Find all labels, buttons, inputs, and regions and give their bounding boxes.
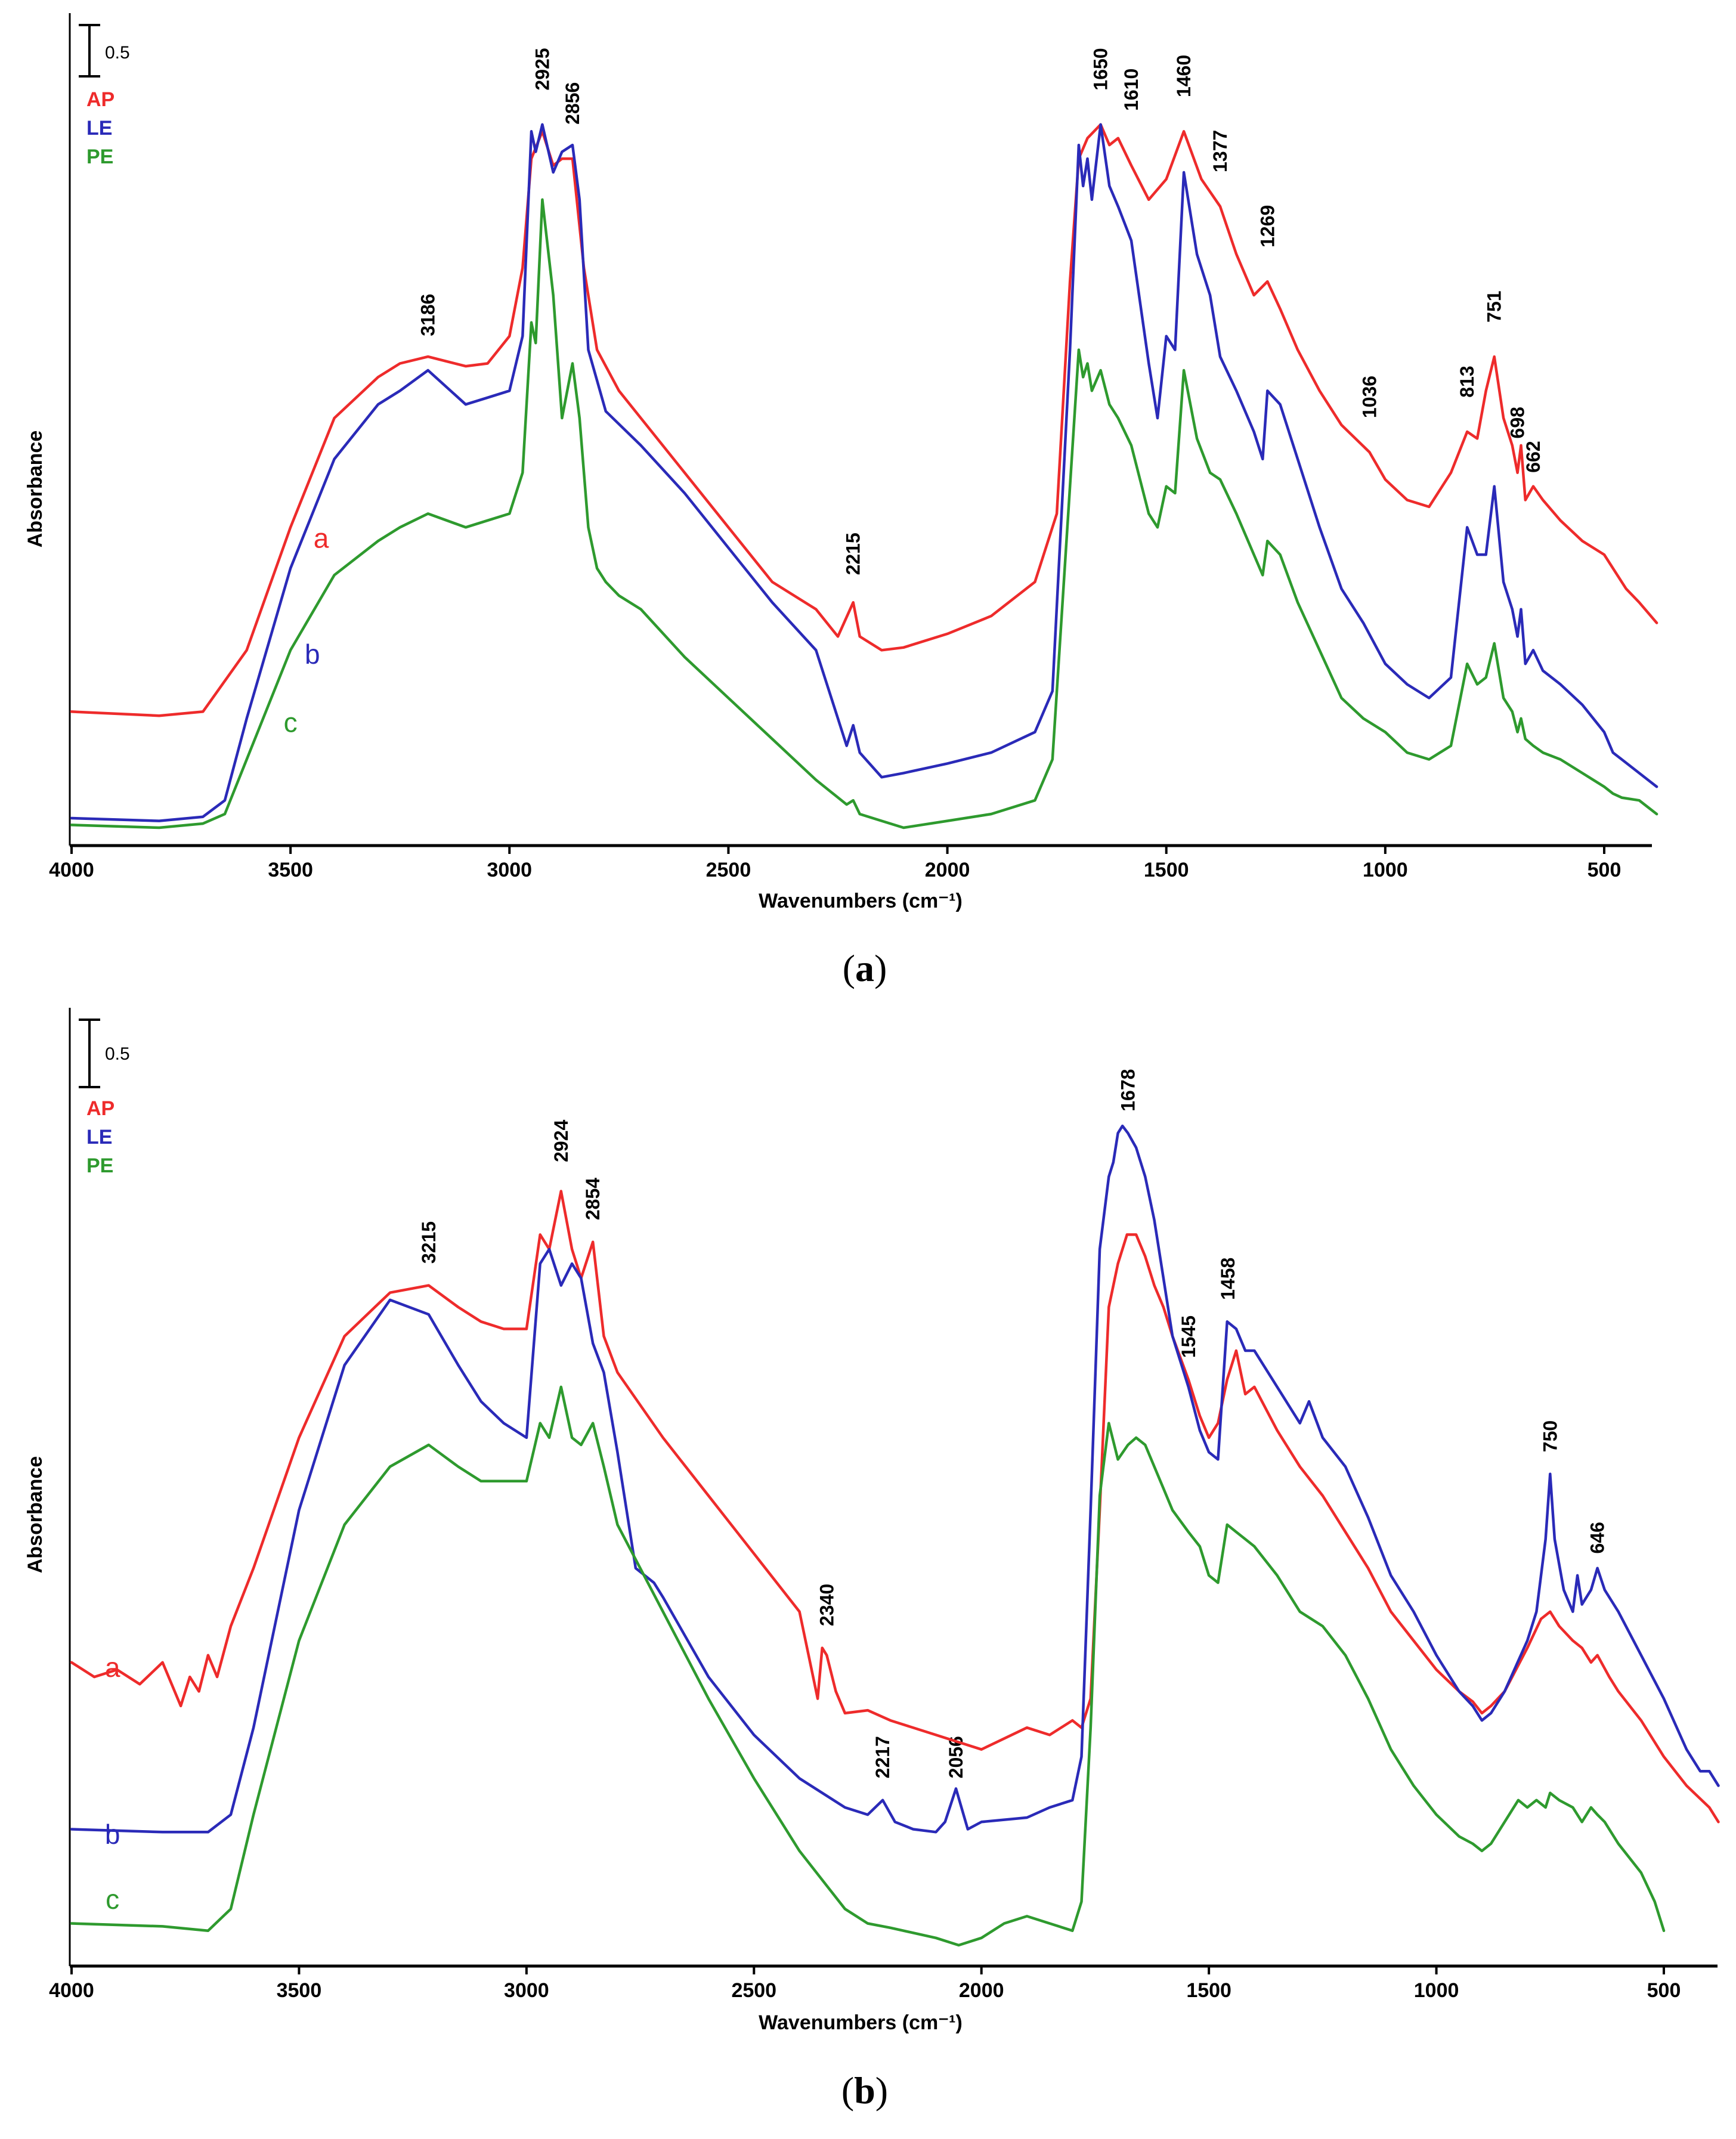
- x-tick-label-3500: 3500: [277, 1979, 322, 2002]
- y-axis-title: Absorbance: [24, 1456, 47, 1574]
- x-tick-label-500: 500: [1588, 859, 1621, 881]
- peak-label-1610: 1610: [1121, 69, 1142, 111]
- peak-labels: 3186 2925 2856 2215 1650 1610 1460 1377 1269 1036…: [417, 48, 1544, 575]
- series-line-ap: [70, 123, 1658, 717]
- peak-label-2925: 2925: [531, 48, 553, 90]
- curve-label-a: a: [105, 1652, 120, 1683]
- x-tick-label-1500: 1500: [1186, 1979, 1231, 2002]
- scale-bar: 0.5: [79, 24, 130, 78]
- x-ticks: 4000 3500 3000 2500 2000 1500 1000 500: [49, 1966, 1681, 2002]
- y-axis-title: Absorbance: [24, 431, 47, 548]
- curve-label-c: c: [284, 707, 298, 738]
- scale-bar: 0.5: [79, 1019, 130, 1088]
- x-axis-title: Wavenumbers (cm⁻¹): [759, 2011, 963, 2034]
- x-tick-label-1500: 1500: [1144, 859, 1189, 881]
- plot-frame: [69, 1008, 1718, 1968]
- peak-label-698: 698: [1507, 407, 1528, 438]
- x-tick-label-1000: 1000: [1363, 859, 1408, 881]
- x-ticks: 4000 3500 3000 2500 2000 1500 1000 500: [49, 846, 1621, 881]
- peak-label-813: 813: [1456, 366, 1478, 397]
- x-tick-label-2000: 2000: [959, 1979, 1004, 2002]
- peak-label-1460: 1460: [1173, 55, 1195, 97]
- curve-label-a: a: [314, 523, 329, 554]
- legend-item-ap: AP: [86, 1097, 115, 1120]
- peak-label-662: 662: [1523, 441, 1544, 472]
- legend-item-le: LE: [86, 1126, 112, 1149]
- x-tick-label-4000: 4000: [49, 859, 94, 881]
- peak-label-2340: 2340: [816, 1584, 837, 1626]
- legend-item-le: LE: [86, 117, 112, 140]
- peak-label-1377: 1377: [1209, 130, 1231, 172]
- x-tick-label-3000: 3000: [487, 859, 532, 881]
- panel-caption-letter: b: [854, 2069, 875, 2112]
- x-tick-label-1000: 1000: [1414, 1979, 1459, 2002]
- scale-bar-label: 0.5: [105, 43, 130, 63]
- legend: AP LE PE: [86, 1097, 115, 1177]
- series-layer: [70, 1124, 1720, 1947]
- series-line-le: [70, 1124, 1720, 1834]
- x-tick-label-3500: 3500: [268, 859, 313, 881]
- curve-label-c: c: [106, 1884, 119, 1915]
- plot-frame: [69, 13, 1652, 847]
- peak-label-2854: 2854: [582, 1178, 604, 1220]
- legend: AP LE PE: [86, 88, 115, 168]
- peak-label-3186: 3186: [417, 294, 439, 336]
- panel-caption-letter: a: [855, 947, 874, 989]
- peak-label-646: 646: [1587, 1522, 1608, 1553]
- peak-label-1650: 1650: [1090, 48, 1112, 90]
- peak-label-2215: 2215: [843, 533, 864, 575]
- legend-item-pe: PE: [86, 1154, 113, 1177]
- x-tick-label-2000: 2000: [925, 859, 970, 881]
- peak-label-1269: 1269: [1257, 205, 1278, 247]
- panel-caption: (a): [843, 947, 887, 989]
- series-line-pe: [70, 1385, 1666, 1947]
- x-tick-label-2500: 2500: [731, 1979, 776, 2002]
- series-line-le: [70, 123, 1658, 822]
- scale-bar-label: 0.5: [105, 1044, 130, 1064]
- curve-letters: a b c: [105, 1652, 120, 1915]
- series-layer: [70, 123, 1658, 829]
- x-tick-label-3000: 3000: [504, 1979, 549, 2002]
- x-tick-label-500: 500: [1647, 1979, 1681, 2002]
- peak-label-2924: 2924: [550, 1119, 572, 1162]
- panel-a: 0.5 AP LE PE 3186 2925 2856 2215 1650 1610 1460 1…: [24, 13, 1658, 989]
- series-line-ap: [70, 1190, 1720, 1824]
- legend-item-pe: PE: [86, 146, 113, 168]
- curve-letters: a b c: [284, 523, 329, 738]
- peak-label-1458: 1458: [1217, 1258, 1239, 1300]
- x-axis-title: Wavenumbers (cm⁻¹): [759, 890, 963, 912]
- panel-caption: (b): [841, 2069, 888, 2112]
- curve-label-b: b: [105, 1819, 120, 1850]
- peak-label-2217: 2217: [872, 1736, 893, 1778]
- peak-label-3215: 3215: [418, 1221, 440, 1264]
- legend-item-ap: AP: [86, 88, 115, 111]
- curve-label-b: b: [305, 639, 320, 670]
- peak-label-1036: 1036: [1359, 376, 1380, 418]
- peak-label-1545: 1545: [1178, 1315, 1199, 1358]
- series-line-pe: [70, 198, 1658, 829]
- peak-label-1678: 1678: [1117, 1069, 1138, 1112]
- peak-label-751: 751: [1484, 290, 1505, 322]
- peak-label-750: 750: [1539, 1420, 1561, 1452]
- peak-label-2856: 2856: [562, 82, 583, 125]
- x-tick-label-4000: 4000: [49, 1979, 94, 2002]
- x-tick-label-2500: 2500: [706, 859, 751, 881]
